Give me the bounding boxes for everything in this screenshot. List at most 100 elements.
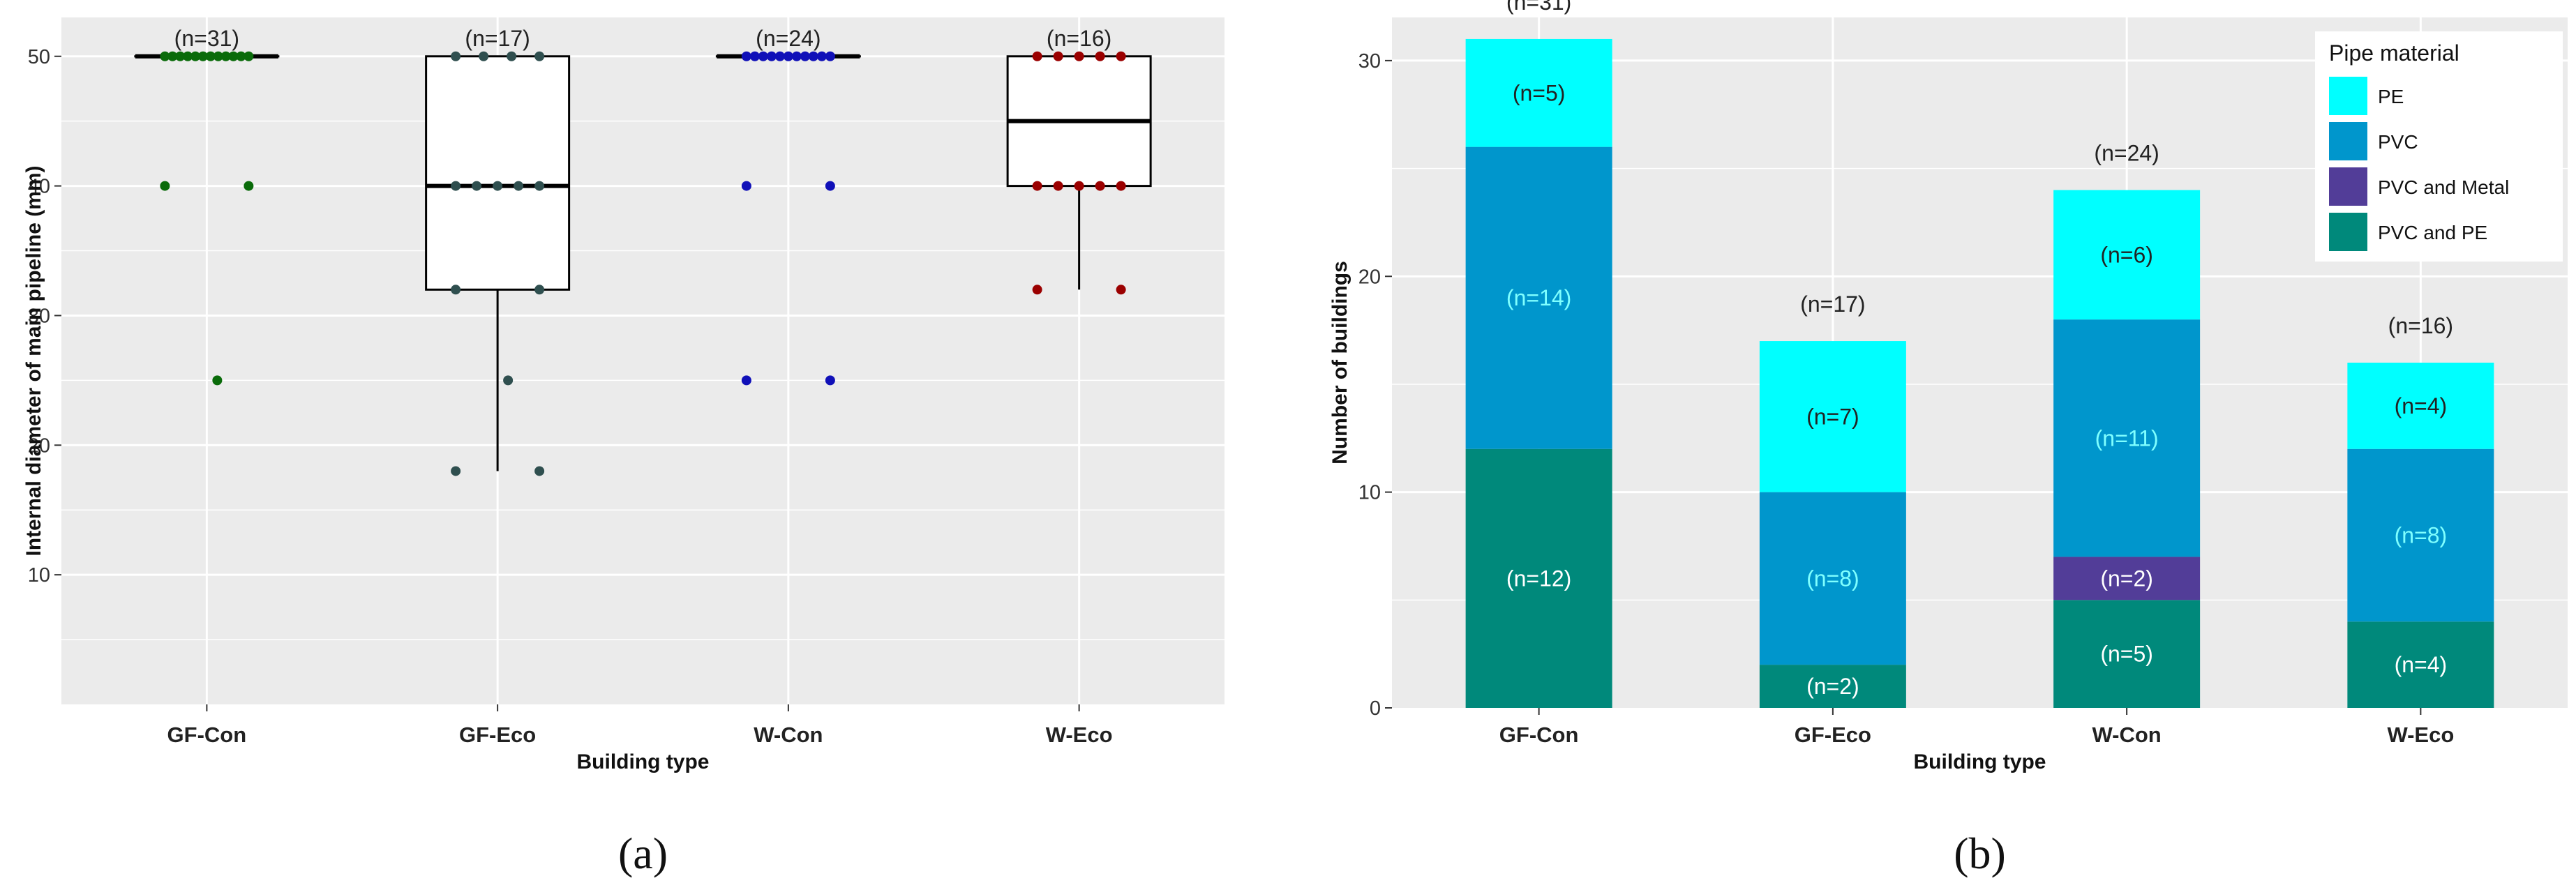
- data-point: [503, 375, 514, 386]
- data-point: [205, 51, 216, 61]
- bar-segment-pvc-and-pe: [1759, 665, 1906, 708]
- bar-segment-pvc: [2347, 448, 2494, 622]
- total-label: (n=31): [1506, 0, 1571, 15]
- count-label: (n=24): [756, 26, 821, 51]
- data-point: [534, 51, 545, 61]
- data-point: [228, 51, 239, 61]
- data-point: [472, 181, 482, 191]
- data-point: [514, 181, 524, 191]
- box-w-con: [715, 51, 861, 386]
- data-point: [825, 375, 835, 386]
- segment-label: (n=4): [2395, 393, 2448, 418]
- data-point: [1116, 181, 1126, 191]
- data-point: [160, 181, 170, 191]
- data-point: [800, 51, 810, 61]
- data-point: [479, 51, 489, 61]
- data-point: [766, 51, 777, 61]
- panel-caption-b: (b): [1954, 829, 2006, 878]
- bar-segment-pe: [2053, 190, 2201, 320]
- y-tick-label: 40: [28, 176, 50, 198]
- x-tick-label: GF-Con: [167, 723, 247, 747]
- bar-segment-pe: [1465, 38, 1612, 147]
- bar-stack-w-eco: (n=4) (n=8) (n=4): [2347, 363, 2494, 708]
- box-w-eco: [1006, 51, 1152, 295]
- bar-stack-w-con: (n=5) (n=2) (n=11) (n=6): [2053, 190, 2201, 708]
- segment-label: (n=8): [2395, 523, 2448, 548]
- y-tick-label: 30: [1358, 50, 1381, 73]
- x-tick-label: W-Con: [754, 723, 823, 747]
- x-tick-label: W-Eco: [1046, 723, 1113, 747]
- total-label: (n=17): [1800, 292, 1865, 317]
- data-point: [493, 181, 503, 191]
- data-point: [244, 181, 254, 191]
- y-axis-title: Internal diameter of main pipeline (mm): [22, 165, 45, 556]
- count-label: (n=16): [1047, 26, 1111, 51]
- y-tick-label: 20: [28, 434, 50, 457]
- legend-label: PVC and Metal: [2378, 176, 2509, 198]
- bar-segment-pvc: [1465, 146, 1612, 449]
- data-point: [741, 51, 751, 61]
- data-point: [1095, 181, 1105, 191]
- x-tick-label: W-Eco: [2387, 723, 2454, 747]
- segment-label: (n=4): [2395, 652, 2448, 677]
- data-point: [534, 285, 545, 295]
- legend-title: Pipe material: [2329, 40, 2459, 66]
- y-tick-label: 30: [28, 305, 50, 327]
- data-point: [175, 51, 186, 61]
- bar-segment-pe: [2347, 363, 2494, 449]
- data-point: [749, 51, 760, 61]
- legend-label: PE: [2378, 86, 2404, 107]
- data-point: [451, 466, 461, 476]
- y-tick-label: 20: [1358, 266, 1381, 288]
- data-point: [741, 375, 751, 386]
- data-point: [741, 181, 751, 191]
- bar-segment-pvc-and-pe: [2053, 600, 2201, 708]
- y-tick-label: 0: [1370, 697, 1381, 720]
- y-tick-label: 50: [28, 46, 50, 68]
- x-axis-title: Building type: [577, 750, 710, 773]
- bar-segment-pvc-and-pe: [2347, 621, 2494, 708]
- bar-segment-pvc-and-metal: [2053, 557, 2201, 600]
- data-point: [236, 51, 246, 61]
- x-tick-label: GF-Eco: [1795, 723, 1871, 747]
- data-point: [160, 51, 170, 61]
- data-point: [534, 466, 545, 476]
- data-point: [808, 51, 818, 61]
- data-point: [183, 51, 193, 61]
- segment-label: (n=11): [2095, 425, 2159, 451]
- x-tick-label: GF-Con: [1499, 723, 1579, 747]
- data-point: [1032, 285, 1042, 295]
- data-point: [816, 51, 827, 61]
- y-tick-label: 10: [28, 564, 50, 587]
- data-point: [244, 51, 254, 61]
- data-point: [451, 51, 461, 61]
- segment-label: (n=2): [2100, 566, 2153, 591]
- data-point: [451, 181, 461, 191]
- x-tick-label: GF-Eco: [459, 723, 536, 747]
- legend-key: [2329, 122, 2367, 160]
- data-point: [774, 51, 785, 61]
- data-point: [1032, 51, 1042, 61]
- data-point: [791, 51, 802, 61]
- data-point: [1032, 181, 1042, 191]
- data-point: [220, 51, 231, 61]
- data-point: [451, 285, 461, 295]
- data-point: [213, 51, 223, 61]
- data-point: [507, 51, 517, 61]
- x-axis-title: Building type: [1914, 750, 2046, 773]
- data-point: [825, 51, 835, 61]
- segment-label: (n=8): [1806, 566, 1859, 591]
- box-body: [425, 55, 571, 291]
- legend-label: PVC: [2378, 131, 2418, 153]
- legend-key: [2329, 77, 2367, 115]
- segment-label: (n=14): [1506, 285, 1571, 310]
- data-point: [783, 51, 793, 61]
- data-point: [758, 51, 768, 61]
- data-point: [1074, 181, 1084, 191]
- data-point: [534, 181, 545, 191]
- bar-segment-pvc: [1759, 492, 1906, 665]
- legend-key: [2329, 167, 2367, 206]
- panel-a-boxplot: 10 20 30 40 50 (n=31) GF-Con (n=17) GF-Eco (n=24)…: [22, 17, 1225, 878]
- bar-segment-pvc: [2053, 319, 2201, 557]
